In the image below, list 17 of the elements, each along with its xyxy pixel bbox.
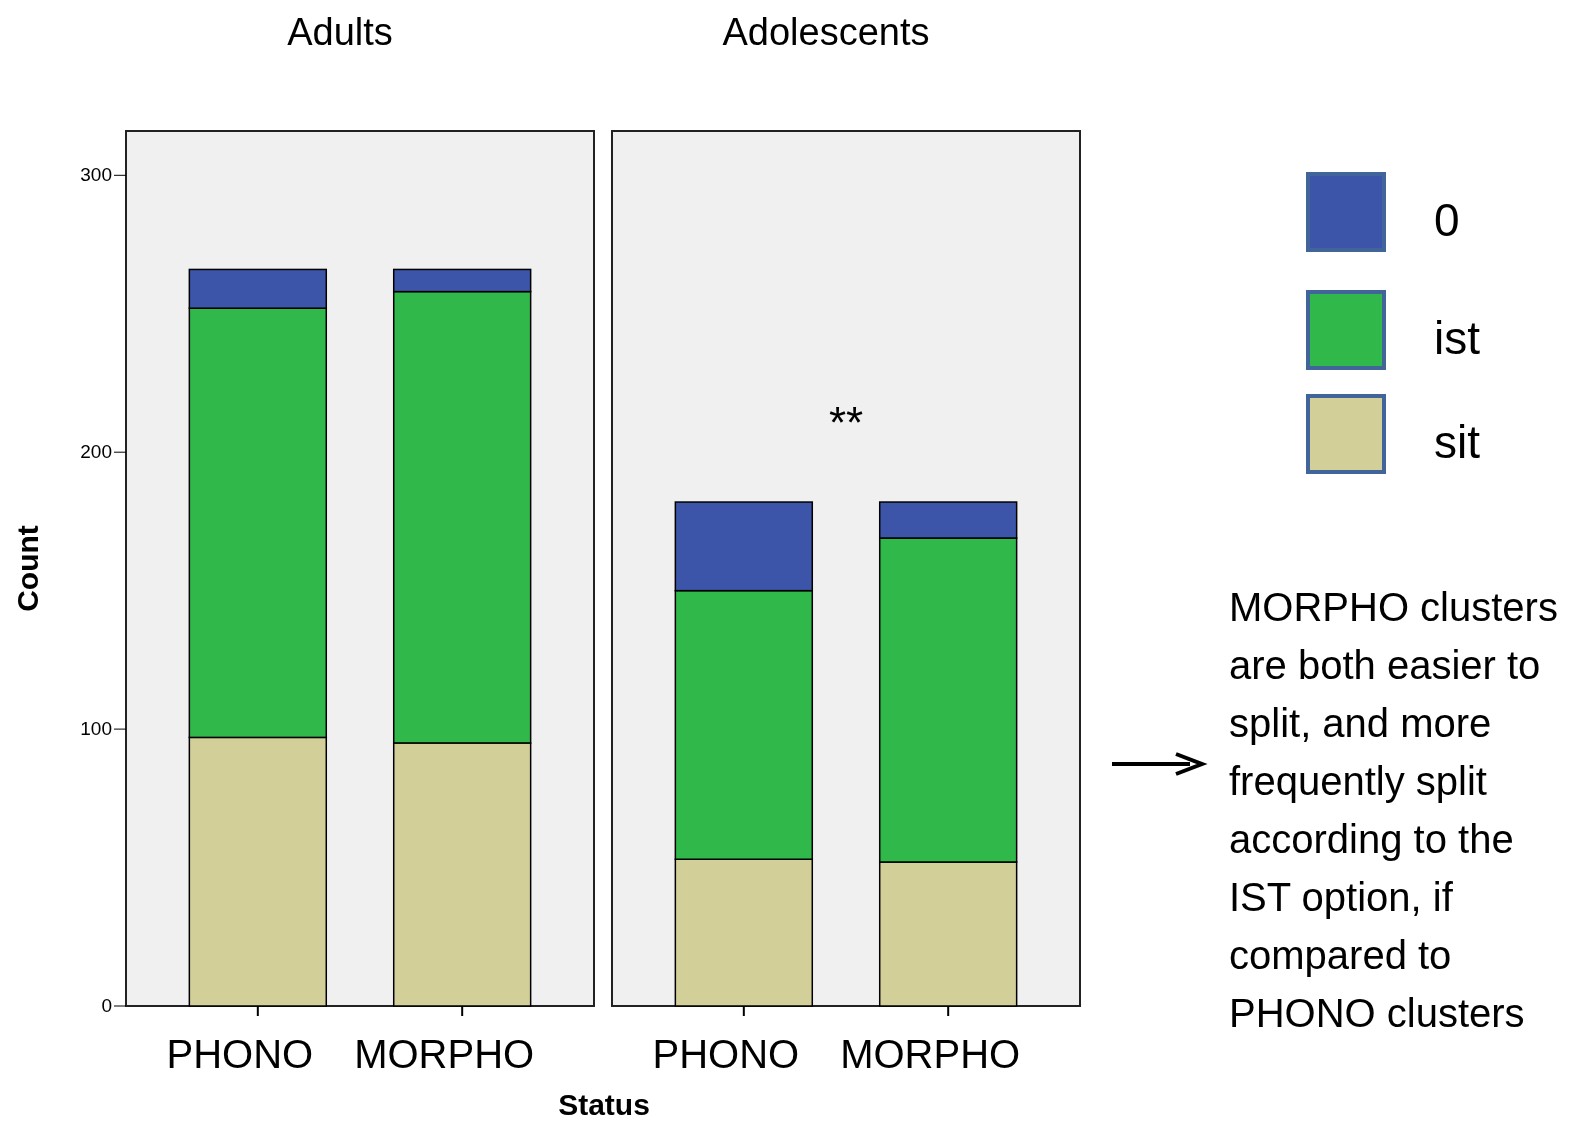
y-axis-title: Count — [11, 525, 44, 612]
legend-label: 0 — [1434, 194, 1460, 246]
annotation: ** — [828, 398, 864, 447]
y-tick-label: 200 — [80, 441, 112, 463]
text: MORPHO clusters are both easier to split, and more frequently split according to the IST option, if compared to PHONO clusters — [1229, 585, 1558, 1035]
x-axis-title: Status — [558, 1088, 650, 1121]
x-tick-label: PHONO — [652, 1032, 800, 1076]
chart-title: Adolescents — [722, 11, 930, 53]
y-tick-label: 100 — [80, 718, 112, 740]
chart-title: Adults — [287, 11, 393, 53]
x-tick-label: MORPHO — [840, 1032, 1021, 1076]
legend-label: sit — [1434, 416, 1481, 468]
x-tick-label: MORPHO — [354, 1032, 535, 1076]
y-tick-label: 300 — [80, 164, 112, 186]
x-tick-label: PHONO — [166, 1032, 314, 1076]
y-tick-label: 0 — [101, 995, 112, 1016]
legend-label: ist — [1434, 312, 1481, 364]
